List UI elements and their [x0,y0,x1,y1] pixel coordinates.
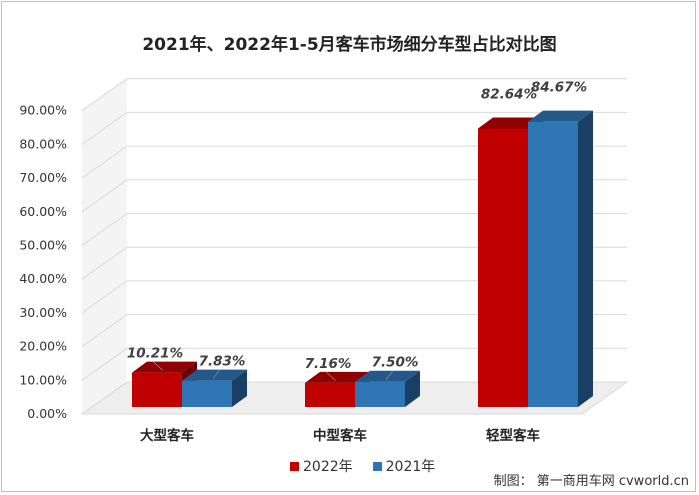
data-label: 7.50% [372,355,419,371]
bar-side [578,110,593,407]
legend-item-2021: 2021年 [372,456,436,476]
x-tick-label: 轻型客车 [486,427,540,444]
gridline-side [81,179,128,213]
gridline-side [81,381,128,415]
bar [528,121,578,407]
data-label: 7.16% [305,356,352,372]
y-tick-label: 80.00% [19,136,67,151]
legend-item-2022: 2022年 [290,456,353,476]
y-tick-label: 20.00% [19,339,67,354]
x-tick-label: 大型客车 [140,427,194,444]
bar-side [405,370,420,407]
bar-top [182,369,247,381]
gridline-side [81,78,128,112]
data-label-leader [212,369,221,379]
y-tick-label: 50.00% [19,238,67,253]
legend-label-2022: 2022年 [303,459,353,475]
gridline-side [81,145,128,179]
legend-swatch-2022 [290,461,299,471]
y-tick-label: 90.00% [19,103,67,118]
data-label-leader [325,371,337,382]
bar-top [305,371,370,383]
bar [355,381,405,407]
credit-text: 制图： 第一商用车网 cvworld.cn [493,474,689,489]
legend-swatch-2021 [372,461,382,471]
bar-side [232,369,247,407]
data-label-leader [385,370,394,380]
y-tick-label: 40.00% [19,271,67,286]
data-label: 82.64% [481,87,537,103]
y-tick-label: 70.00% [19,170,67,185]
gridline-side [81,347,128,381]
x-tick-label: 中型客车 [313,427,367,444]
side-wall [82,78,127,414]
bar [305,382,355,407]
gridline-side [81,213,128,246]
legend-label-2021: 2021年 [385,459,436,475]
gridline-side [81,280,128,314]
chart-title: 2021年、2022年1-5月客车市场细分车型占比对比图 [142,35,557,55]
y-tick-label: 60.00% [19,204,67,219]
gridline-side [81,111,128,145]
bar-top [528,110,593,122]
bar [132,372,182,407]
data-label: 84.67% [531,80,587,96]
bar [478,128,528,407]
legend: 2022年 2021年 [290,456,435,476]
data-label: 7.83% [199,354,246,370]
data-label: 10.21% [127,346,183,362]
bar-top [355,370,420,382]
gridline-side [81,314,128,348]
bar-top [478,117,543,129]
bar [182,380,232,407]
data-label-leader [152,361,164,371]
gridline-side [81,246,128,280]
y-tick-label: 10.00% [19,372,67,387]
y-tick-label: 30.00% [19,305,67,320]
y-tick-label: 0.00% [27,406,67,421]
bar-top [132,361,197,373]
